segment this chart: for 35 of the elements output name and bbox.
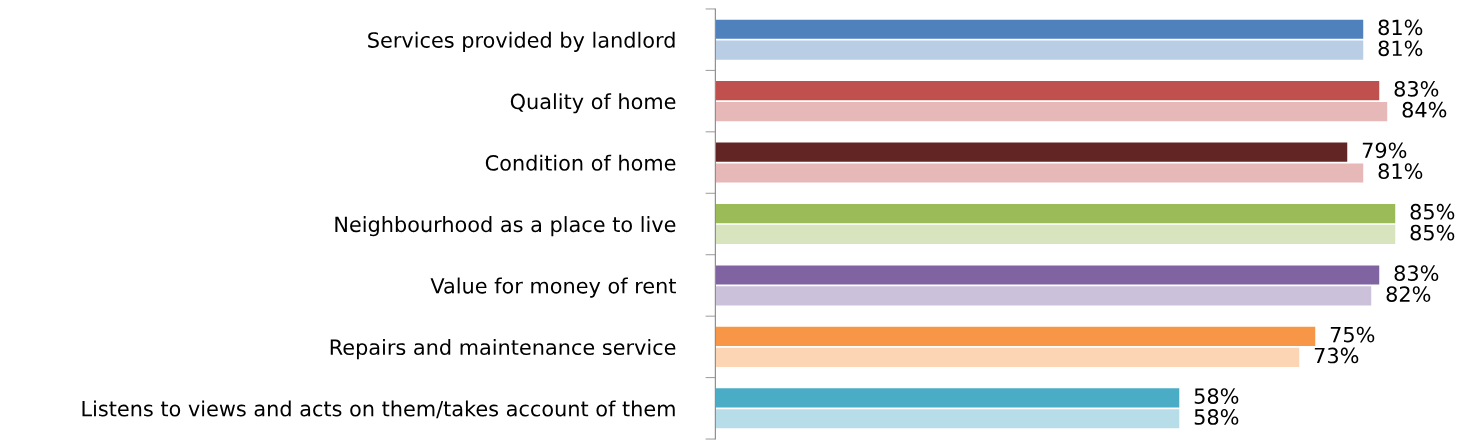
data-label: 81% [1378,19,1423,36]
data-label: 81% [1378,40,1423,57]
bar [715,224,1396,245]
y-tick-label: Condition of home [485,154,676,171]
y-tick-label: Repairs and maintenance service [330,338,676,360]
bar [715,326,1316,347]
data-label: 83% [1394,265,1439,282]
data-label: 84% [1402,101,1447,118]
bar [715,347,1300,367]
bar [715,81,1380,101]
bar [715,286,1372,306]
data-label: 85% [1410,203,1455,220]
data-label: 85% [1410,224,1455,241]
data-label: 83% [1394,80,1439,97]
bar [715,265,1380,285]
data-label: 58% [1194,388,1239,404]
bar [715,142,1348,162]
bar [715,388,1180,408]
data-label: 79% [1362,142,1407,159]
bar [715,203,1396,224]
bar [715,101,1388,122]
y-tick-label: Value for money of rent [430,277,676,298]
data-label: 58% [1194,409,1239,425]
bar [715,40,1364,60]
bar [715,19,1364,39]
y-tick-label: Listens to views and acts on them/takes account of them [82,400,675,419]
data-label: 81% [1378,163,1423,180]
bar [715,409,1180,429]
y-tick-label: Quality of home [510,93,676,114]
data-label: 75% [1330,326,1375,343]
y-tick-label: Neighbourhood as a place to live [335,216,676,237]
data-label: 73% [1314,347,1359,364]
y-tick-label: Services provided by landlord [368,31,675,52]
bar [715,163,1364,183]
data-label: 82% [1386,286,1431,302]
